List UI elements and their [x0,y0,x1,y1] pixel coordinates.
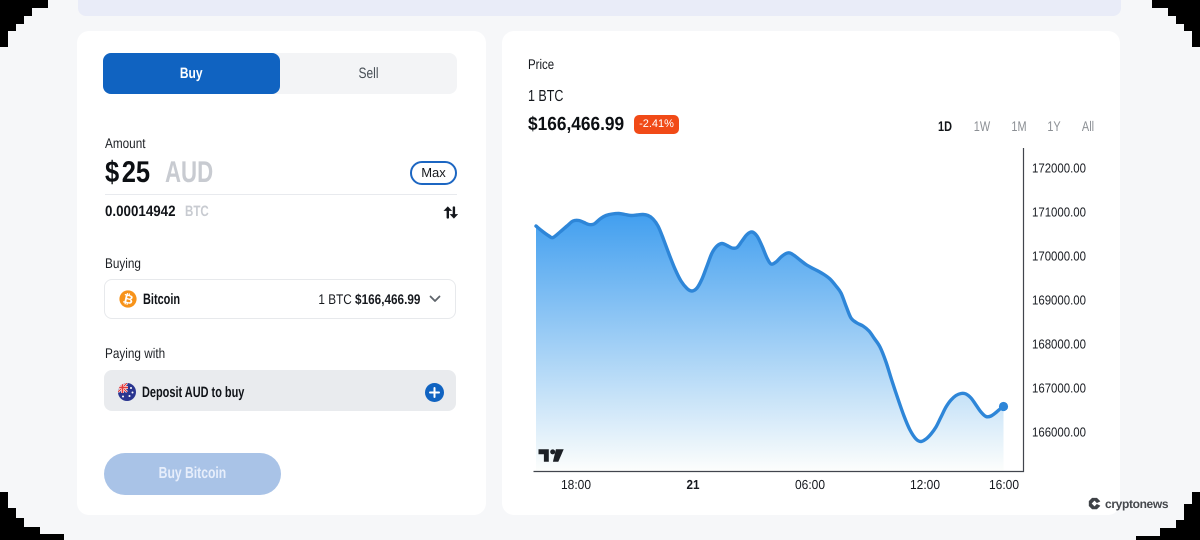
svg-text:169000.00: 169000.00 [1032,293,1086,308]
svg-text:06:00: 06:00 [795,477,825,492]
svg-text:21: 21 [687,477,700,492]
svg-text:₿: ₿ [122,291,135,307]
svg-text:12:00: 12:00 [910,477,940,492]
svg-text:168000.00: 168000.00 [1032,337,1086,352]
svg-text:170000.00: 170000.00 [1032,249,1086,264]
svg-text:171000.00: 171000.00 [1032,205,1086,220]
svg-text:16:00: 16:00 [989,477,1019,492]
svg-text:167000.00: 167000.00 [1032,381,1086,396]
svg-text:172000.00: 172000.00 [1032,161,1086,176]
svg-text:18:00: 18:00 [561,477,591,492]
svg-text:166000.00: 166000.00 [1032,425,1086,440]
